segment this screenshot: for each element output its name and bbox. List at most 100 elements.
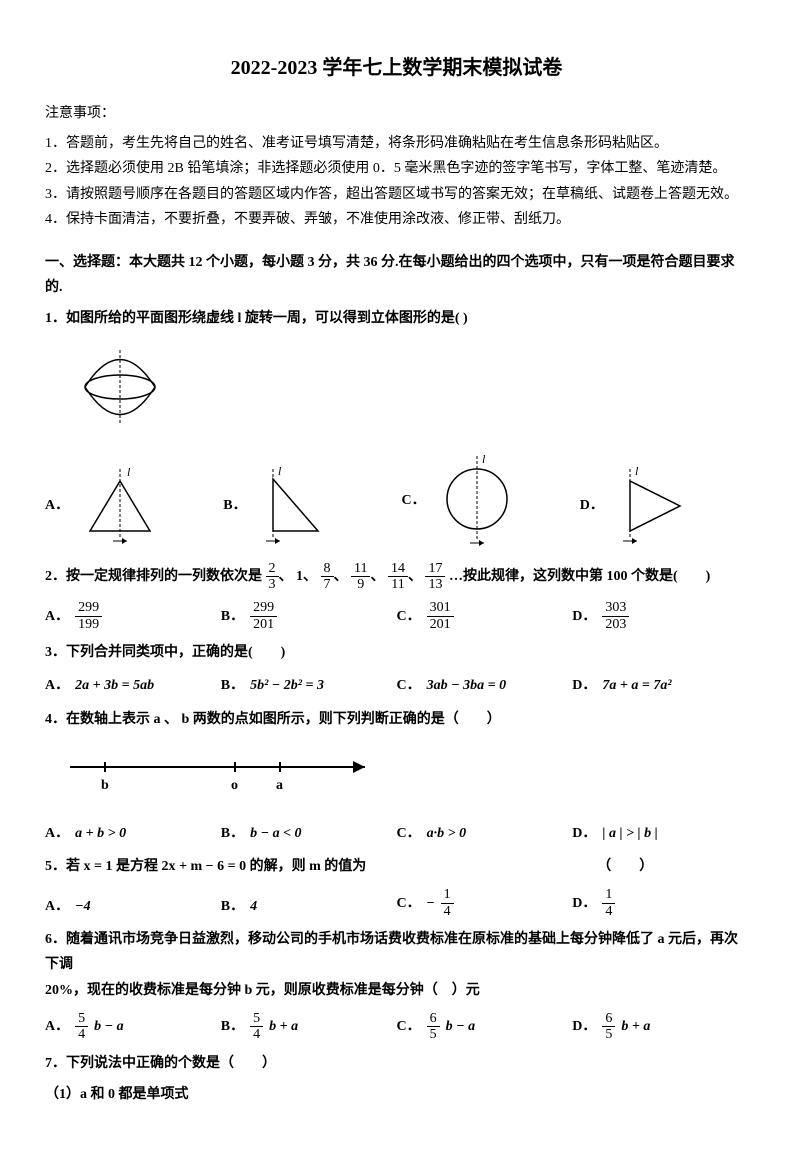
frac-den: 5	[427, 1027, 440, 1042]
question-6: 6．随着通讯市场竞争日益激烈，移动公司的手机市场话费收费标准在原标准的基础上每分…	[45, 927, 748, 1003]
question-4: 4．在数轴上表示 a 、 b 两数的点如图所示，则下列判断正确的是（ ）	[45, 707, 748, 732]
q6-options: A． 54 b − a B． 54 b + a C． 65 b − a D． 6…	[45, 1011, 748, 1043]
frac-num: 5	[250, 1011, 263, 1027]
option-label: B．	[223, 493, 246, 518]
option-label: A．	[45, 894, 69, 919]
q2-options: A． 299199 B． 299201 C． 301201 D． 303203	[45, 600, 748, 632]
option-label: A．	[45, 604, 69, 629]
option-label: B．	[221, 821, 244, 846]
circle-icon: l	[432, 451, 522, 551]
right-triangle-icon: l	[253, 461, 343, 551]
seq-plain: 1	[296, 569, 303, 584]
q6-line1: 6．随着通讯市场竞争日益激烈，移动公司的手机市场话费收费标准在原标准的基础上每分…	[45, 927, 748, 977]
notice-item: 3．请按照题号顺序在各题目的答题区域内作答，超出答题区域书写的答案无效；在草稿纸…	[45, 182, 748, 207]
triangle-icon: l	[75, 461, 165, 551]
frac-num: 6	[427, 1011, 440, 1027]
question-2: 2．按一定规律排列的一列数依次是 23、 1、 87、 119、 1411、 1…	[45, 561, 748, 593]
frac-den: 4	[441, 904, 454, 919]
frac-den: 7	[321, 577, 334, 592]
option-expr: a·b > 0	[427, 821, 466, 846]
svg-text:l: l	[635, 464, 639, 478]
option-label: C．	[397, 891, 421, 916]
notice-label: 注意事项：	[45, 101, 748, 126]
question-5: 5．若 x = 1 是方程 2x + m − 6 = 0 的解，则 m 的值为 …	[45, 854, 748, 879]
frac-num: 5	[75, 1011, 88, 1027]
option-rest: b − a	[94, 1014, 123, 1039]
frac-num: 8	[321, 561, 334, 577]
option-expr: 5b² − 2b² = 3	[250, 673, 324, 698]
option-expr: | a | > | b |	[602, 821, 657, 846]
option-rest: b + a	[621, 1014, 650, 1039]
question-7: 7．下列说法中正确的个数是（ ）	[45, 1051, 748, 1076]
svg-text:l: l	[127, 465, 131, 479]
option-expr: 4	[250, 894, 257, 919]
frac-num: 299	[250, 600, 277, 616]
frac-num: 2	[266, 561, 279, 577]
option-label: D．	[572, 604, 596, 629]
page-title: 2022-2023 学年七上数学期末模拟试卷	[45, 50, 748, 86]
question-3: 3．下列合并同类项中，正确的是( )	[45, 640, 748, 665]
frac-den: 4	[75, 1027, 88, 1042]
option-expr: b − a < 0	[250, 821, 301, 846]
side-triangle-icon: l	[610, 461, 700, 551]
frac-den: 9	[351, 577, 370, 592]
frac-num: 1	[441, 887, 454, 903]
frac-den: 13	[425, 577, 445, 592]
q7-sub1: （1）a 和 0 都是单项式	[45, 1082, 748, 1107]
frac-den: 11	[388, 577, 408, 592]
frac-num: 301	[427, 600, 454, 616]
svg-text:l: l	[278, 464, 282, 478]
frac-den: 5	[602, 1027, 615, 1042]
option-label: B．	[221, 894, 244, 919]
q6-line2: 20%，现在的收费标准是每分钟 b 元，则原收费标准是每分钟（ ）元	[45, 978, 748, 1003]
notice-item: 1．答题前，考生先将自己的姓名、准考证号填写清楚，将条形码准确粘贴在考生信息条形…	[45, 131, 748, 156]
frac-num: 1	[602, 887, 615, 903]
option-label: C．	[397, 821, 421, 846]
option-label: D．	[580, 493, 604, 518]
option-label: B．	[221, 673, 244, 698]
question-1: 1．如图所给的平面图形绕虚线 l 旋转一周，可以得到立体图形的是( )	[45, 306, 748, 331]
q1-options-row: A． l B． l C． l D． l	[45, 451, 748, 551]
q3-options: A．2a + 3b = 5ab B．5b² − 2b² = 3 C．3ab − …	[45, 673, 748, 698]
axis-o: o	[231, 778, 238, 793]
q5-options: A．−4 B．4 C． − 14 D． 14	[45, 887, 748, 919]
frac-den: 4	[602, 904, 615, 919]
frac-num: 6	[602, 1011, 615, 1027]
frac-den: 201	[427, 617, 454, 632]
q4-options: A．a + b > 0 B．b − a < 0 C．a·b > 0 D．| a …	[45, 821, 748, 846]
option-label: A．	[45, 673, 69, 698]
svg-text:l: l	[482, 452, 486, 466]
option-label: C．	[402, 488, 426, 513]
neg-sign: −	[427, 891, 435, 916]
option-label: C．	[397, 1014, 421, 1039]
option-label: C．	[397, 604, 421, 629]
option-label: B．	[221, 604, 244, 629]
notice-item: 2．选择题必须使用 2B 铅笔填涂；非选择题必须使用 0．5 毫米黑色字迹的签字…	[45, 156, 748, 181]
option-expr: −4	[75, 894, 90, 919]
frac-den: 4	[250, 1027, 263, 1042]
frac-den: 3	[266, 577, 279, 592]
option-label: D．	[572, 891, 596, 916]
option-label: B．	[221, 1014, 244, 1039]
frac-num: 299	[75, 600, 102, 616]
option-expr: a + b > 0	[75, 821, 126, 846]
number-line-figure: b o a	[65, 747, 748, 806]
option-expr: 3ab − 3ba = 0	[427, 673, 506, 698]
option-label: A．	[45, 493, 69, 518]
frac-num: 14	[388, 561, 408, 577]
option-label: A．	[45, 1014, 69, 1039]
option-label: C．	[397, 673, 421, 698]
option-label: D．	[572, 673, 596, 698]
option-label: D．	[572, 821, 596, 846]
option-label: A．	[45, 821, 69, 846]
q1-main-figure	[75, 342, 748, 441]
axis-a: a	[276, 778, 283, 793]
section-header: 一、选择题：本大题共 12 个小题，每小题 3 分，共 36 分.在每小题给出的…	[45, 250, 748, 300]
q2-prefix: 2．按一定规律排列的一列数依次是	[45, 569, 262, 584]
option-expr: 2a + 3b = 5ab	[75, 673, 154, 698]
frac-den: 199	[75, 617, 102, 632]
notice-list: 1．答题前，考生先将自己的姓名、准考证号填写清楚，将条形码准确粘贴在考生信息条形…	[45, 131, 748, 232]
notice-item: 4．保持卡面清洁，不要折叠，不要弄破、弄皱，不准使用涂改液、修正带、刮纸刀。	[45, 207, 748, 232]
frac-den: 203	[602, 617, 629, 632]
option-expr: 7a + a = 7a²	[602, 673, 671, 698]
